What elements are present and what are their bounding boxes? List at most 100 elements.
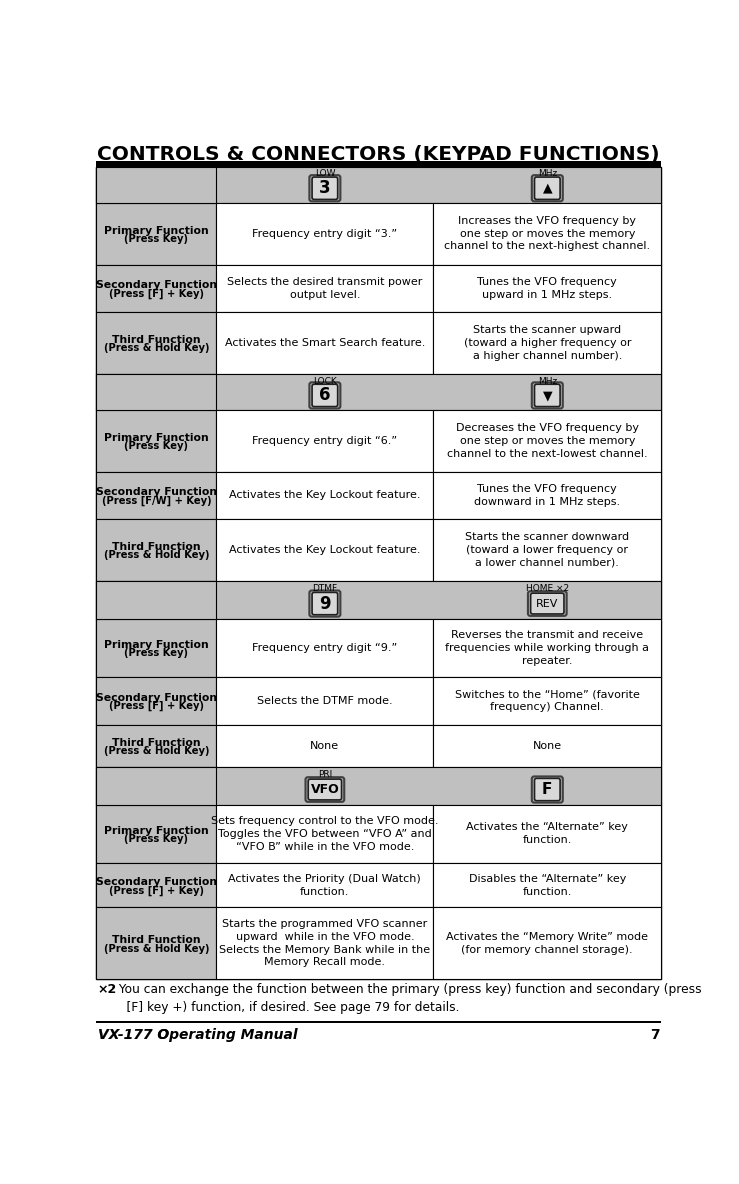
- Text: Secondary Function: Secondary Function: [96, 877, 217, 887]
- Text: Switches to the “Home” (favorite
frequency) Channel.: Switches to the “Home” (favorite frequen…: [455, 689, 640, 713]
- Text: Primary Function: Primary Function: [104, 825, 208, 836]
- Text: F: F: [542, 781, 553, 797]
- Text: ▼: ▼: [542, 388, 552, 401]
- Bar: [96, 863, 217, 907]
- Bar: [96, 618, 217, 677]
- Bar: [433, 618, 661, 677]
- Bar: [217, 805, 433, 863]
- Bar: [217, 311, 433, 374]
- Text: Secondary Function: Secondary Function: [96, 488, 217, 497]
- Bar: [96, 311, 217, 374]
- FancyBboxPatch shape: [305, 777, 344, 802]
- Bar: [96, 805, 217, 863]
- Text: Activates the “Memory Write” mode
(for memory channel storage).: Activates the “Memory Write” mode (for m…: [446, 932, 648, 954]
- Bar: [96, 767, 217, 805]
- FancyBboxPatch shape: [534, 385, 560, 406]
- Text: None: None: [533, 741, 562, 751]
- Text: MHz: MHz: [538, 377, 557, 386]
- Text: MHz: MHz: [538, 169, 557, 179]
- Text: 7: 7: [650, 1028, 660, 1042]
- Text: ▲: ▲: [542, 182, 552, 194]
- FancyBboxPatch shape: [310, 591, 341, 617]
- Text: Increases the VFO frequency by
one step or moves the memory
channel to the next-: Increases the VFO frequency by one step …: [444, 215, 650, 251]
- Text: (Press & Hold Key): (Press & Hold Key): [103, 343, 209, 353]
- FancyBboxPatch shape: [532, 777, 563, 803]
- Bar: [96, 264, 217, 311]
- FancyBboxPatch shape: [310, 382, 341, 408]
- Text: VFO: VFO: [310, 783, 339, 796]
- FancyBboxPatch shape: [534, 178, 560, 199]
- Text: (Press & Hold Key): (Press & Hold Key): [103, 551, 209, 560]
- Text: (Press [F] + Key): (Press [F] + Key): [109, 701, 204, 712]
- Text: Secondary Function: Secondary Function: [96, 281, 217, 290]
- Text: (Press Key): (Press Key): [124, 442, 188, 451]
- Text: Selects the desired transmit power
output level.: Selects the desired transmit power outpu…: [227, 277, 423, 300]
- Text: LOCK: LOCK: [313, 377, 337, 386]
- Bar: [96, 167, 661, 979]
- Text: Activates the Key Lockout feature.: Activates the Key Lockout feature.: [229, 490, 420, 501]
- Bar: [96, 581, 661, 618]
- Bar: [96, 374, 661, 410]
- FancyBboxPatch shape: [312, 178, 338, 199]
- FancyBboxPatch shape: [531, 593, 564, 614]
- Text: (Press [F] + Key): (Press [F] + Key): [109, 886, 204, 896]
- Bar: [433, 805, 661, 863]
- Bar: [96, 167, 217, 202]
- Text: Sets frequency control to the VFO mode.
Toggles the VFO between “VFO A” and
“VFO: Sets frequency control to the VFO mode. …: [211, 816, 439, 851]
- Text: (Press Key): (Press Key): [124, 835, 188, 844]
- Bar: [96, 167, 661, 202]
- Text: 3: 3: [319, 179, 330, 198]
- FancyBboxPatch shape: [534, 778, 560, 800]
- Text: ×2: ×2: [98, 983, 117, 996]
- FancyBboxPatch shape: [312, 385, 338, 406]
- Text: (Press & Hold Key): (Press & Hold Key): [103, 944, 209, 953]
- Text: Primary Function: Primary Function: [104, 639, 208, 650]
- Bar: [96, 410, 217, 471]
- Bar: [96, 471, 217, 519]
- Bar: [96, 1021, 661, 1023]
- Text: Selects the DTMF mode.: Selects the DTMF mode.: [257, 696, 392, 706]
- Text: Disables the “Alternate” key
function.: Disables the “Alternate” key function.: [469, 874, 626, 896]
- FancyBboxPatch shape: [308, 779, 341, 800]
- Text: VX-177: VX-177: [98, 1028, 157, 1042]
- Bar: [433, 863, 661, 907]
- Text: (Press Key): (Press Key): [124, 234, 188, 244]
- Bar: [96, 519, 217, 581]
- Bar: [96, 581, 217, 618]
- Text: LOW: LOW: [315, 169, 335, 179]
- Text: Starts the scanner upward
(toward a higher frequency or
a higher channel number): Starts the scanner upward (toward a high…: [463, 326, 631, 361]
- Bar: [217, 202, 433, 264]
- Text: Reverses the transmit and receive
frequencies while working through a
repeater.: Reverses the transmit and receive freque…: [446, 630, 650, 665]
- Bar: [96, 161, 661, 167]
- Text: Starts the scanner downward
(toward a lower frequency or
a lower channel number): Starts the scanner downward (toward a lo…: [466, 533, 630, 568]
- FancyBboxPatch shape: [528, 591, 567, 616]
- Text: CONTROLS & CONNECTORS (KEYPAD FUNCTIONS): CONTROLS & CONNECTORS (KEYPAD FUNCTIONS): [98, 144, 660, 163]
- Text: (Press & Hold Key): (Press & Hold Key): [103, 746, 209, 757]
- Text: Primary Function: Primary Function: [104, 432, 208, 443]
- Bar: [217, 677, 433, 725]
- Text: Tunes the VFO frequency
upward in 1 MHz steps.: Tunes the VFO frequency upward in 1 MHz …: [477, 277, 617, 300]
- Text: PRI: PRI: [318, 770, 332, 779]
- Text: Activates the “Alternate” key
function.: Activates the “Alternate” key function.: [466, 823, 628, 845]
- Text: Third Function: Third Function: [112, 935, 200, 945]
- Bar: [433, 202, 661, 264]
- Bar: [217, 471, 433, 519]
- Text: (Press [F/W] + Key): (Press [F/W] + Key): [101, 496, 211, 506]
- Text: None: None: [310, 741, 339, 751]
- Bar: [433, 410, 661, 471]
- Text: Tunes the VFO frequency
downward in 1 MHz steps.: Tunes the VFO frequency downward in 1 MH…: [474, 484, 620, 507]
- Text: Decreases the VFO frequency by
one step or moves the memory
channel to the next-: Decreases the VFO frequency by one step …: [447, 423, 647, 458]
- Bar: [433, 725, 661, 767]
- Text: Activates the Key Lockout feature.: Activates the Key Lockout feature.: [229, 545, 420, 555]
- Text: DTMF: DTMF: [313, 584, 338, 593]
- Text: Third Function: Third Function: [112, 335, 200, 345]
- Text: VX-177 Operating Manual: VX-177 Operating Manual: [98, 1028, 297, 1042]
- Bar: [217, 410, 433, 471]
- Text: Primary Function: Primary Function: [104, 225, 208, 236]
- Text: VX-177 O: VX-177 O: [98, 1028, 169, 1042]
- Text: Activates the Smart Search feature.: Activates the Smart Search feature.: [225, 337, 425, 348]
- Bar: [96, 677, 217, 725]
- Text: Secondary Function: Secondary Function: [96, 693, 217, 703]
- Text: (Press [F] + Key): (Press [F] + Key): [109, 289, 204, 298]
- Bar: [217, 618, 433, 677]
